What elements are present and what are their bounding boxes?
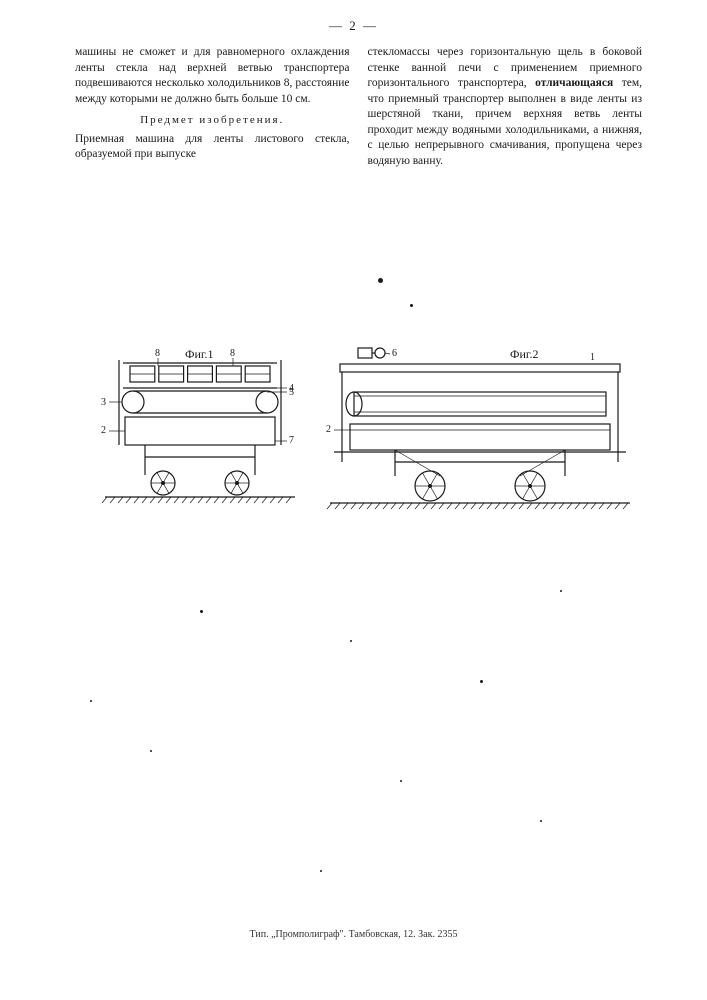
right-column: стекломассы через горизонтальную щель в … [368,45,643,173]
noise-speck [480,680,483,683]
noise-speck [410,304,413,307]
svg-text:Фиг.1: Фиг.1 [185,347,213,361]
noise-speck [320,870,322,872]
figures-svg: Фиг.18843527Фиг.2612 [0,338,707,568]
noise-speck [150,750,152,752]
noise-speck [90,700,92,702]
noise-speck [400,780,402,782]
svg-text:6: 6 [392,348,397,359]
svg-text:7: 7 [289,435,294,446]
noise-speck [378,278,383,283]
text-columns: машины не сможет и для равномерного охла… [75,45,642,173]
noise-speck [350,640,352,642]
svg-text:2: 2 [101,425,106,436]
svg-text:3: 3 [101,397,106,408]
left-column: машины не сможет и для равномерного охла… [75,45,350,173]
svg-text:Фиг.2: Фиг.2 [510,347,538,361]
section-heading: Предмет изобретения. [75,113,350,128]
noise-speck [540,820,542,822]
svg-text:8: 8 [155,348,160,359]
figures-container: Фиг.18843527Фиг.2612 [0,338,707,568]
svg-text:5: 5 [289,387,294,398]
noise-speck [560,590,562,592]
footer-imprint: Тип. „Промполиграф". Тамбовская, 12. Зак… [0,929,707,940]
svg-text:1: 1 [590,352,595,363]
svg-text:8: 8 [230,348,235,359]
right-para-1: стекломассы через горизонтальную щель в … [368,45,643,169]
page-number: — 2 — [329,18,378,34]
left-para-1: машины не сможет и для равномерного охла… [75,45,350,107]
noise-speck [200,610,203,613]
left-para-2: Приемная машина для ленты листового стек… [75,132,350,163]
svg-text:2: 2 [326,424,331,435]
